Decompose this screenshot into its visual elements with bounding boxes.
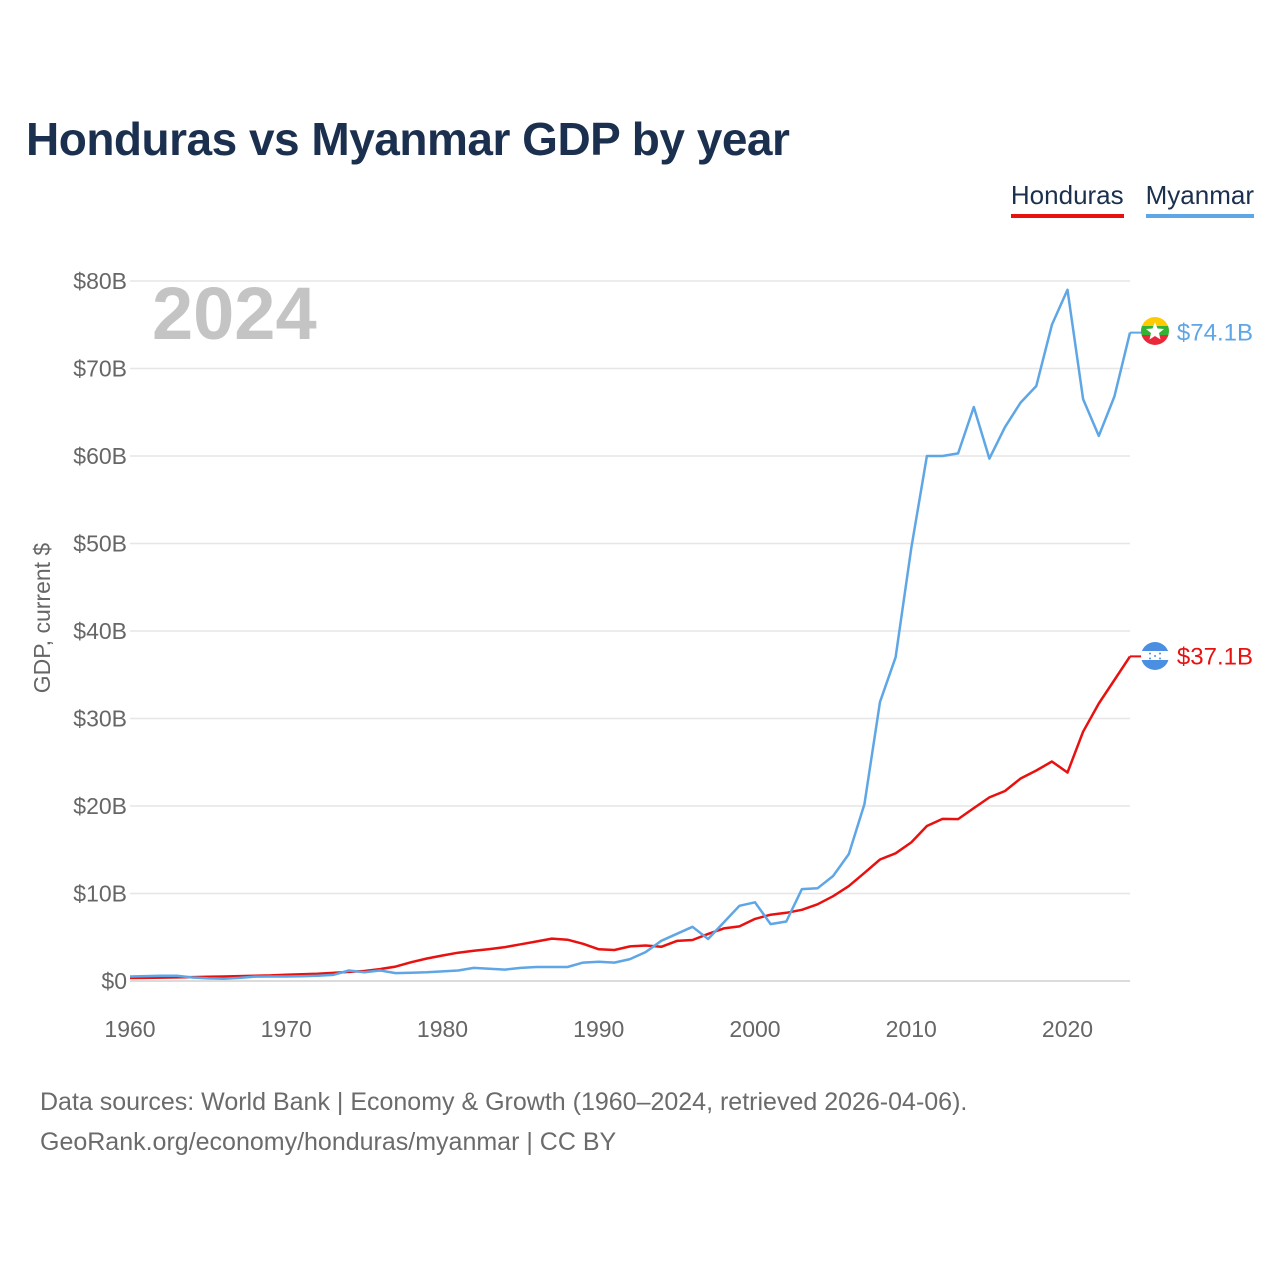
x-tick-label: 1970	[261, 1016, 312, 1042]
series-line-myanmar[interactable]	[129, 288, 1132, 981]
legend-item-honduras[interactable]: Honduras	[1010, 180, 1124, 218]
legend: Honduras Myanmar	[1010, 180, 1254, 218]
x-tick-label: 1980	[417, 1016, 468, 1042]
x-tick-label: 2010	[886, 1016, 937, 1042]
gdp-line-chart: 2024 GDP, current $ $0 $10B $20B $30B $40B $5…	[29, 268, 1253, 1042]
y-tick-label: $50B	[73, 531, 127, 557]
y-axis-label: GDP, current $	[29, 543, 55, 694]
series-line-honduras[interactable]	[129, 655, 1132, 980]
end-value-label-honduras: $37.1B	[1177, 643, 1253, 670]
source-link[interactable]: GeoRank.org/economy/honduras/myanmar | C…	[40, 1128, 617, 1156]
end-value-label-myanmar: $74.1B	[1177, 320, 1253, 347]
x-tick-label: 2000	[729, 1016, 780, 1042]
y-tick-label: $30B	[73, 706, 127, 732]
chart-title: Honduras vs Myanmar GDP by year	[26, 113, 790, 165]
myanmar-flag	[1141, 317, 1169, 345]
y-tick-label: $60B	[73, 443, 127, 469]
x-tick-label: 2020	[1042, 1016, 1093, 1042]
legend-item-myanmar[interactable]: Myanmar	[1145, 180, 1254, 218]
honduras-flag	[1141, 642, 1169, 670]
y-tick-label: $70B	[73, 356, 127, 382]
y-tick-label: $40B	[73, 618, 127, 644]
x-tick-label: 1990	[573, 1016, 624, 1042]
footer: Data sources: World Bank | Economy & Gro…	[40, 1082, 967, 1162]
y-tick-label: $80B	[73, 268, 127, 294]
y-tick-label: $0	[101, 968, 127, 994]
y-tick-label: $20B	[73, 793, 127, 819]
x-tick-label: 1960	[104, 1016, 155, 1042]
year-watermark: 2024	[152, 272, 317, 355]
data-source-note: Data sources: World Bank | Economy & Gro…	[40, 1088, 968, 1116]
y-tick-label: $10B	[73, 881, 127, 907]
